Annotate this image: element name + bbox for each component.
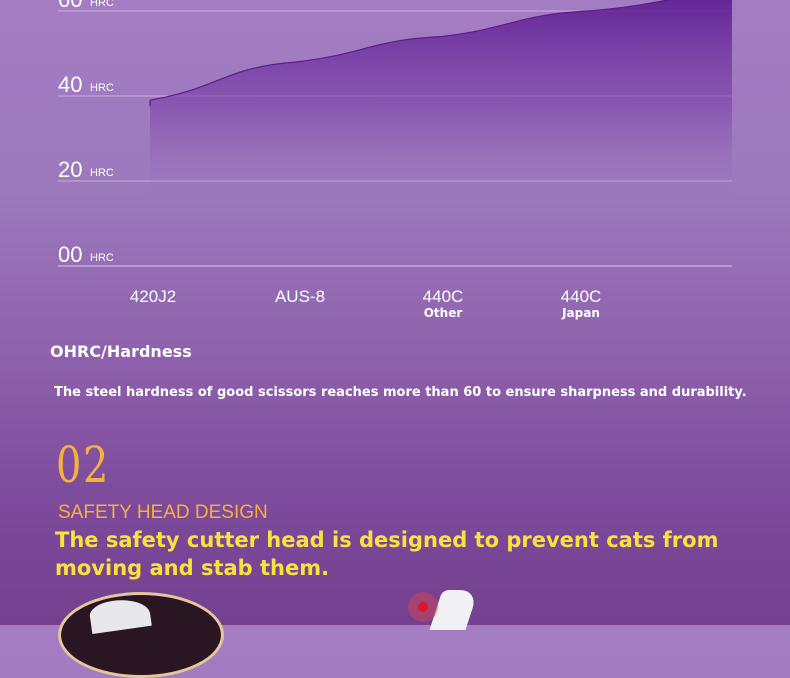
x-tick-label: 440C (423, 287, 464, 306)
x-tick-label: 440C (561, 287, 602, 306)
y-tick-label: 60 (58, 0, 82, 12)
y-tick-unit: HRC (90, 167, 114, 179)
x-tick-label: 420J2 (130, 287, 176, 306)
x-tick-label: AUS-8 (275, 287, 325, 306)
hardness-description: The steel hardness of good scissors reac… (54, 385, 747, 400)
area-series (150, 0, 734, 206)
hardness-heading: OHRC/Hardness (50, 342, 192, 361)
highlight-dot-icon (418, 602, 428, 612)
x-tick-sublabel: Other (424, 306, 463, 320)
section-number: 02 (56, 440, 110, 490)
section-description: The safety cutter head is designed to pr… (55, 526, 755, 582)
x-tick-sublabel: Japan (561, 306, 600, 320)
y-tick-label: 20 (58, 157, 82, 182)
y-tick-unit: HRC (90, 252, 114, 264)
y-tick-label: 40 (58, 72, 82, 97)
y-tick-unit: HRC (90, 0, 114, 9)
hardness-chart: 00HRC20HRC40HRC60HRC 420J2AUS-8440COther… (0, 0, 790, 330)
y-tick-unit: HRC (90, 82, 114, 94)
y-axis-ticks: 00 HRC 20 HRC 40 HRC 60 HRC (58, 0, 114, 267)
area-fill (150, 0, 734, 206)
y-tick-label: 00 (58, 242, 82, 267)
section-title: SAFETY HEAD DESIGN (58, 503, 268, 522)
